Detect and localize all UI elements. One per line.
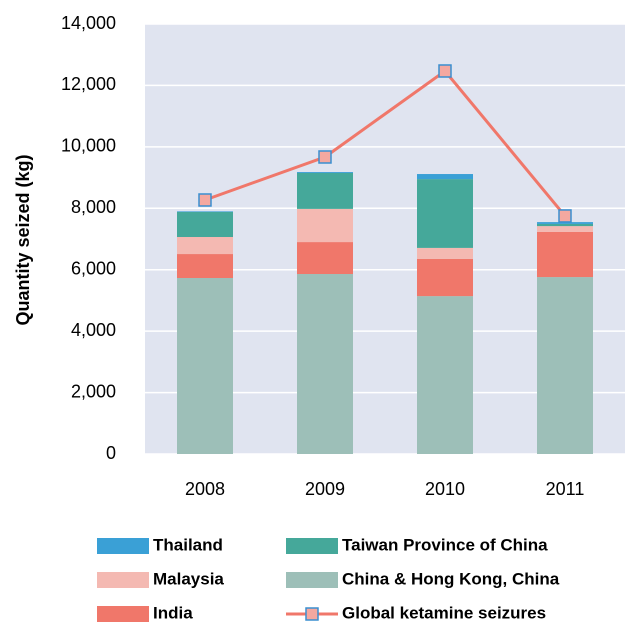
- bar-segment: [417, 258, 473, 297]
- y-tick-label: 10,000: [61, 136, 116, 156]
- bar-segment: [177, 211, 233, 238]
- bar-segment: [177, 254, 233, 279]
- bar-segment: [297, 242, 353, 275]
- legend-swatch: [286, 538, 338, 554]
- y-tick-label: 12,000: [61, 74, 116, 94]
- bar-segment: [297, 208, 353, 243]
- marker: [558, 209, 572, 223]
- x-tick-label: 2009: [305, 479, 345, 499]
- legend-label: Malaysia: [153, 569, 224, 588]
- legend-swatch: [97, 606, 149, 622]
- legend-label: China & Hong Kong, China: [342, 569, 560, 588]
- bar-segment: [537, 226, 593, 232]
- bar-segment: [417, 174, 473, 180]
- bar-segment: [417, 296, 473, 454]
- bar-segment: [417, 247, 473, 259]
- legend-swatch: [97, 538, 149, 554]
- marker: [318, 150, 332, 164]
- y-tick-label: 4,000: [71, 320, 116, 340]
- x-tick-label: 2008: [185, 479, 225, 499]
- x-tick-label: 2010: [425, 479, 465, 499]
- bar-segment: [537, 223, 593, 227]
- y-tick-label: 2,000: [71, 381, 116, 401]
- y-tick-label: 14,000: [61, 13, 116, 33]
- y-tick-label: 8,000: [71, 197, 116, 217]
- legend-label: Global ketamine seizures: [342, 603, 546, 622]
- y-axis-label: Quantity seized (kg): [13, 154, 33, 325]
- bar-segment: [537, 231, 593, 278]
- bar-segment: [297, 172, 353, 173]
- bar-segment: [177, 237, 233, 255]
- bar-segment: [417, 179, 473, 248]
- legend-label: India: [153, 603, 193, 622]
- line: [204, 68, 567, 217]
- bar-segment: [177, 278, 233, 454]
- legend-swatch: [286, 572, 338, 588]
- legend-swatch: [97, 572, 149, 588]
- legend-label: Thailand: [153, 535, 223, 554]
- bar-segment: [537, 277, 593, 454]
- marker: [198, 193, 212, 207]
- y-tick-label: 0: [106, 443, 116, 463]
- bar-segment: [297, 274, 353, 454]
- bar-segment: [177, 211, 233, 212]
- legend-label: Taiwan Province of China: [342, 535, 548, 554]
- x-tick-label: 2011: [546, 479, 585, 499]
- marker: [438, 64, 452, 78]
- bar-segment: [297, 172, 353, 209]
- legend-marker: [305, 607, 319, 621]
- y-tick-label: 6,000: [71, 258, 116, 278]
- bar-segment: [537, 222, 593, 224]
